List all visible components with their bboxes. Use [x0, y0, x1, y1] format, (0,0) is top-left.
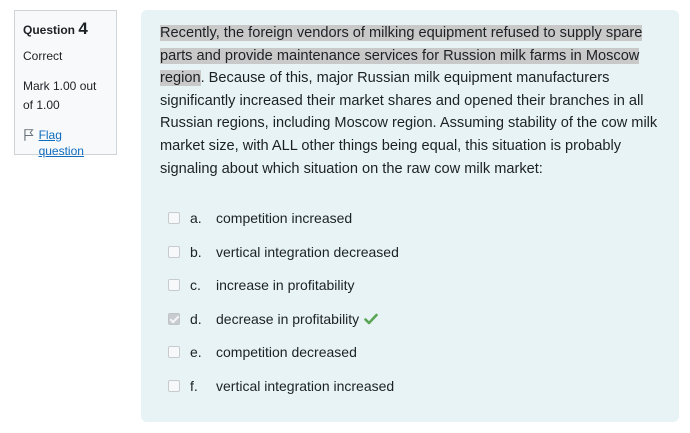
answer-c-text: increase in profitability	[216, 277, 355, 294]
answer-option-d[interactable]: d. decrease in profitability	[160, 302, 667, 336]
answer-b-checkbox[interactable]	[168, 245, 180, 258]
question-label: Question	[23, 23, 76, 37]
question-text-rest: . Because of this, major Russian milk eq…	[160, 70, 658, 177]
answer-d-text: decrease in profitability	[216, 310, 360, 327]
question-number: 4	[78, 19, 88, 38]
question-info-panel: Question 4 Correct Mark 1.00 out of 1.00…	[14, 10, 117, 158]
flag-question-link[interactable]: Flag question	[38, 128, 84, 158]
answer-a-checkbox[interactable]	[168, 211, 180, 224]
answer-c-letter: c.	[190, 277, 201, 294]
question-content: Recently, the foreign vendors of milking…	[141, 10, 679, 422]
answer-b-letter: b.	[190, 243, 202, 260]
answer-e-checkbox[interactable]	[168, 346, 180, 359]
flag-icon[interactable]	[23, 128, 35, 142]
flag-question-control[interactable]: Flag question	[23, 127, 108, 159]
answer-e-text: competition decreased	[216, 344, 357, 361]
answer-option-b[interactable]: b. vertical integration decreased	[160, 235, 667, 269]
answer-c-checkbox[interactable]	[168, 279, 180, 292]
answer-a-letter: a.	[190, 209, 202, 226]
answer-list: a. competition increased b. vertical int…	[160, 201, 667, 403]
answer-option-c[interactable]: c. increase in profitability	[160, 268, 667, 302]
question-state: Correct	[23, 49, 63, 63]
answer-f-text: vertical integration increased	[216, 377, 395, 394]
checkmark-icon	[364, 313, 378, 325]
answer-b-text: vertical integration decreased	[216, 243, 399, 260]
question-number-heading: Question 4	[23, 19, 108, 39]
question-text: Recently, the foreign vendors of milking…	[160, 22, 667, 180]
answer-option-f[interactable]: f. vertical integration increased	[160, 369, 667, 403]
answer-option-a[interactable]: a. competition increased	[160, 201, 667, 235]
answer-option-e[interactable]: e. competition decreased	[160, 336, 667, 370]
answer-d-checkbox[interactable]	[168, 312, 180, 325]
question-grade: Mark 1.00 out of 1.00	[23, 79, 97, 112]
answer-a-text: competition increased	[216, 209, 353, 226]
answer-d-letter: d.	[190, 310, 202, 327]
answer-f-checkbox[interactable]	[168, 379, 180, 392]
answer-f-letter: f.	[190, 377, 198, 394]
answer-e-letter: e.	[190, 344, 202, 361]
